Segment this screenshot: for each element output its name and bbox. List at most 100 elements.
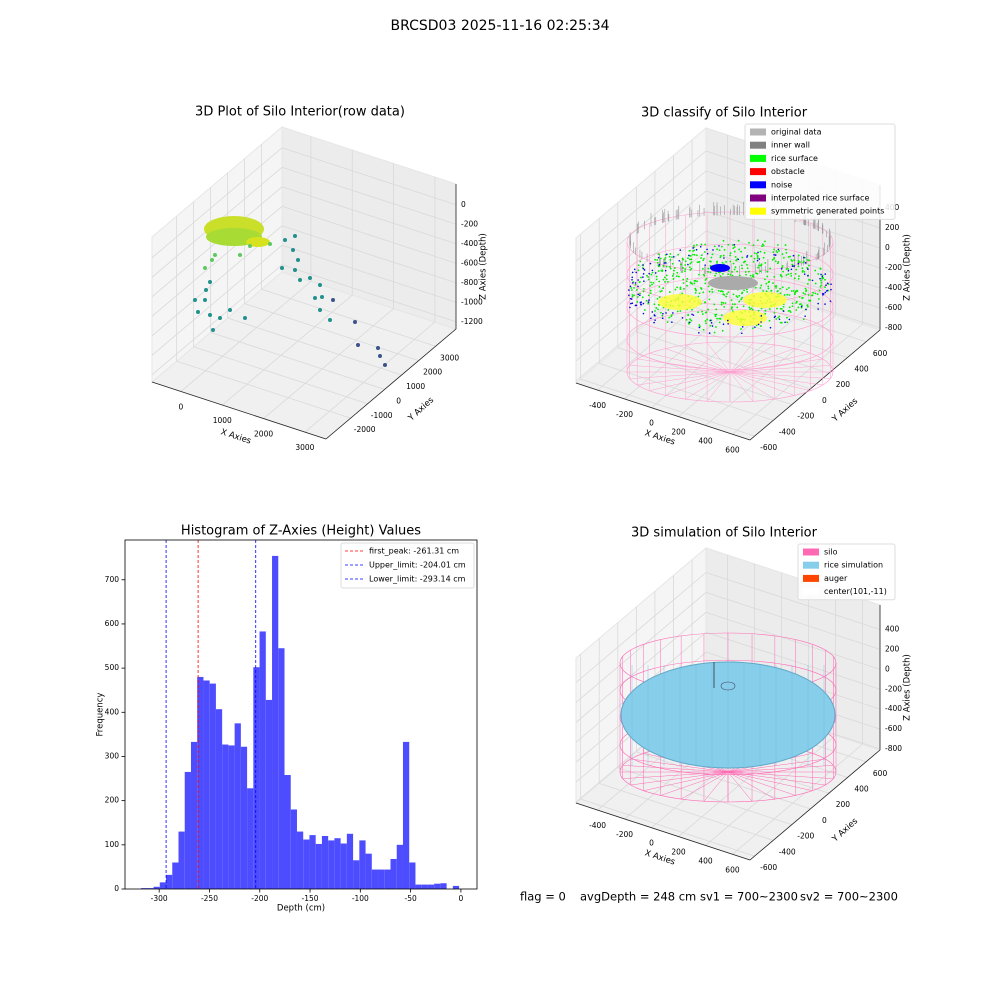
noise-point bbox=[706, 248, 708, 251]
rice-surface-point bbox=[722, 254, 725, 257]
rice-surface-point bbox=[717, 289, 720, 292]
points bbox=[203, 242, 272, 270]
rice-surface-point bbox=[722, 293, 725, 296]
x-tick-label: -100 bbox=[352, 894, 369, 903]
rice-surface-point bbox=[788, 294, 791, 296]
rice-surface-point bbox=[816, 293, 819, 296]
rice-surface-point bbox=[698, 273, 700, 276]
noise-point bbox=[756, 259, 759, 262]
y-tick-label: 500 bbox=[105, 663, 120, 672]
rice-surface-point bbox=[727, 291, 730, 294]
rice-surface-point bbox=[795, 300, 798, 303]
noise-point bbox=[746, 254, 749, 257]
rice-surface-point bbox=[819, 286, 822, 288]
rice-surface-point bbox=[633, 286, 635, 289]
rice-surface-point bbox=[793, 277, 796, 280]
rice-surface-point bbox=[720, 290, 723, 292]
axis-line bbox=[151, 381, 327, 440]
noise-point bbox=[692, 314, 695, 316]
grid-line bbox=[678, 306, 809, 417]
rice-surface-point bbox=[720, 245, 723, 248]
symmetric-points bbox=[658, 294, 702, 310]
rice-surface-point bbox=[702, 328, 705, 331]
rice-surface-point bbox=[665, 274, 668, 277]
rice-surface-point bbox=[774, 260, 777, 263]
rice-surface-point bbox=[759, 286, 762, 289]
rice-surface-point bbox=[704, 320, 707, 322]
rice-surface-point bbox=[791, 263, 794, 266]
rice-surface-point bbox=[787, 255, 790, 258]
rice-surface-point bbox=[809, 279, 811, 281]
x-tick-label: -400 bbox=[589, 401, 606, 410]
rice-surface-point bbox=[709, 271, 712, 274]
rice-surface-point bbox=[822, 276, 824, 279]
grid-line bbox=[654, 315, 830, 374]
rice-surface-point bbox=[722, 273, 724, 275]
rice-surface-point bbox=[760, 263, 763, 266]
noise-point bbox=[642, 264, 644, 266]
histogram-bar bbox=[240, 746, 248, 889]
rice-surface-point bbox=[643, 309, 646, 311]
grid-line bbox=[227, 317, 402, 376]
rice-surface-point bbox=[786, 316, 788, 319]
legend-label: obstacle bbox=[771, 167, 805, 176]
rice-surface-point bbox=[637, 269, 640, 272]
legend-label: center(101,-11) bbox=[824, 587, 887, 596]
rice-surface-point bbox=[746, 267, 749, 270]
histogram-bar bbox=[427, 884, 435, 889]
noise-point bbox=[797, 262, 800, 265]
legend-swatch bbox=[750, 128, 766, 136]
rice-surface-point bbox=[755, 252, 758, 255]
rice-surface-point bbox=[633, 294, 635, 297]
x-tick-label: 1000 bbox=[213, 416, 232, 425]
silo-floor-line bbox=[649, 353, 731, 373]
rice-surface-point bbox=[669, 267, 672, 270]
rice-surface-point bbox=[720, 314, 723, 317]
x-axis-label: Depth (cm) bbox=[277, 904, 325, 914]
footer-flag: flag = 0 bbox=[520, 890, 566, 904]
histogram-bar bbox=[141, 888, 148, 889]
suptitle: BRCSD03 2025-11-16 02:25:34 bbox=[390, 18, 609, 34]
noise-point bbox=[661, 317, 664, 320]
rice-surface-point bbox=[776, 251, 779, 254]
rice-surface-point bbox=[719, 318, 722, 320]
rice-surface-point bbox=[744, 247, 746, 249]
grid-line bbox=[705, 210, 881, 269]
rice-surface-point bbox=[741, 296, 744, 299]
histogram-bar bbox=[452, 885, 460, 889]
rice-surface-point bbox=[713, 331, 716, 334]
rice-surface-point bbox=[760, 307, 763, 310]
rice-surface-point bbox=[705, 322, 707, 325]
rice-surface-point bbox=[676, 271, 679, 274]
rice-surface-point bbox=[765, 282, 768, 285]
rice-surface-point bbox=[652, 281, 655, 284]
rice-surface-point bbox=[649, 289, 652, 292]
rice-surface-point bbox=[702, 273, 705, 276]
rice-surface-point bbox=[755, 272, 758, 275]
rice-surface-point bbox=[673, 269, 675, 272]
z-tick-label: 400 bbox=[885, 624, 900, 633]
rice-surface-point bbox=[713, 245, 716, 248]
silo-floor-line bbox=[729, 371, 811, 391]
rice-surface-point bbox=[729, 273, 732, 276]
noise-point bbox=[740, 332, 743, 335]
rice-surface-point bbox=[734, 255, 737, 258]
rice-surface-point bbox=[776, 307, 778, 310]
rice-surface-point bbox=[705, 311, 708, 314]
rice-surface-point bbox=[814, 292, 817, 295]
noise-point bbox=[642, 267, 645, 270]
rice-surface-point bbox=[731, 303, 734, 306]
noise-point bbox=[804, 262, 807, 264]
noise-point bbox=[811, 279, 814, 282]
histogram-bar bbox=[178, 831, 185, 889]
y-tick-label: 400 bbox=[854, 785, 869, 794]
noise-point bbox=[691, 313, 693, 316]
rice-surface-point bbox=[704, 282, 707, 285]
rice-surface-point bbox=[655, 307, 658, 309]
rice-surface-point bbox=[766, 275, 769, 278]
rice-surface-point bbox=[753, 257, 756, 260]
rice-surface-point bbox=[773, 257, 775, 260]
rice-surface-point bbox=[820, 279, 822, 282]
rice-surface-point bbox=[694, 287, 697, 290]
rice-surface-point bbox=[736, 270, 739, 273]
